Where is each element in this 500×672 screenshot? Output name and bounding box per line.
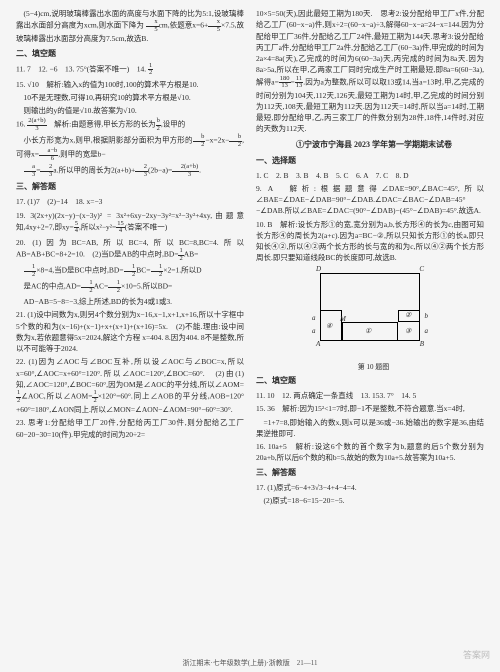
q20-line1: 20. (1)因为BC=AB,所以BC=4,所以BC=8,BC=4.所以AB=A… [16, 237, 244, 262]
fill-title-2: 二、填空题 [256, 375, 484, 387]
fill-answers-2: 11. 10 12. 两点确定一条直线 13. 153. 7° 14. 5 [256, 390, 484, 401]
q15-line1: 15. √10 解析:输入x的值为100时,100的算术平方根是10. [16, 79, 244, 90]
fill-answers-1: 11. 7 12. −6 13. 75°(答案不唯一) 14. 12 [16, 63, 244, 77]
q16-line3: a3=23a.所以甲的周长为2(a+b)+23(2b−a)=2(a+b)3. [16, 164, 244, 178]
choice-answers: 1. C 2. B 3. B 4. B 5. C 6. A 7. C 8. D [256, 170, 484, 181]
q20-line2: 12×8=4,当D是BC中点时,BD=12BC=12×2=1.所以D [16, 264, 244, 278]
r-q16: 16. 10a+5 解析:设这6个数的首个数字为b,题意的后5个数分别为20a+… [256, 441, 484, 464]
choice-title: 一、选择题 [256, 155, 484, 167]
left-column: (5−4)cm,说明玻璃棒露出水面的高度与水面下降的比为5:1,设玻璃棒露出水面… [10, 8, 250, 664]
q17-q18: 17. (1)7 (2)−14 18. x=−3 [16, 196, 244, 207]
q15-line2: 10不是无理数,可得10,再研究10的算术平方根是√10. [16, 92, 244, 103]
r-q9: 9. A 解析:根据题意得∠DAE=90°,∠BAC=45°,所以∠BAE=∠D… [256, 183, 484, 217]
q20-line4: AD−AB=5−8=−3,综上所述,BD的长为4或1或3. [16, 296, 244, 307]
figure-q10: D C A B M a a a b ④ ② ① ③ [310, 268, 430, 358]
watermark: 答案网 [463, 649, 490, 663]
q22-line1: 22. (1)因为∠AOC与∠BOC互补,所以设∠AOC与∠BOC=x,所以x=… [16, 356, 244, 415]
r-q15-1: 15. 36 解析:因为15²<1=7时,即−1不是整数,不符合题意.当x=4时… [256, 403, 484, 414]
solve-title-2: 三、解答题 [256, 467, 484, 479]
page-footer: 浙江期末·七年级数学(上册)·浙教版 21—11 [0, 658, 500, 669]
q20-line3: 是AC的中点,AD=12AC=12×10=5.所以BD= [16, 280, 244, 294]
r-q17-1: 17. (1)原式=6−4+3√3−4+4−4=4. [256, 482, 484, 493]
q19: 19. 3(2x+y)(2x−y)−(x−3y)² = 3x²+6xy−2xy−… [16, 210, 244, 235]
intro-text: (5−4)cm,说明玻璃棒露出水面的高度与水面下降的比为5:1,设玻璃棒露出水面… [16, 8, 244, 45]
q16-line: 16. 2(a+b)3 解析:由题意得,甲长方形的长为b2,设甲的 [16, 118, 244, 132]
exam-title: ①宁波市宁海县 2023 学年第一学期期末试卷 [256, 139, 484, 151]
right-column: 10×5=50(天),因此最短工期为180天. 思考2:设分配给甲工厂x件,分配… [250, 8, 490, 664]
figure-caption: 第 10 题图 [256, 362, 484, 373]
q23: 23. 思考1:分配给甲工厂20件,分配给丙工厂30件,则分配给乙工厂60−20… [16, 417, 244, 440]
q16-line2: 小长方形宽为x,则甲,根据阴影部分面积为甲方形的b2−x=2x−b2,可得x=a… [16, 134, 244, 162]
fill-blank-title: 二、填空题 [16, 48, 244, 60]
solve-title: 三、解答题 [16, 181, 244, 193]
q21: 21. (1)设中间数为x,则另4个数分别为x−16,x−1,x+1,x+16,… [16, 309, 244, 354]
r-q10: 10. B 解析:设长方形①的宽,宽分别为a,b,长方形④的长为c,由图可知长方… [256, 219, 484, 264]
r-q15-2: =1+7=8,即始输入的数x,则x可以是36或−36.始输出的数字是36,由结果… [256, 417, 484, 440]
r-q17-2: (2)原式=18−6=15−20=−5. [256, 495, 484, 506]
q15-line3: 则输出的y的值是√10.故答案为√10. [16, 105, 244, 116]
r-p1: 10×5=50(天),因此最短工期为180天. 思考2:设分配给甲工厂x件,分配… [256, 8, 484, 135]
